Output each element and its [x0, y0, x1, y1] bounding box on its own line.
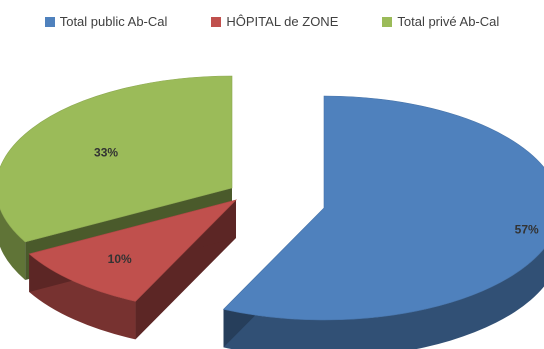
- slice-total-public-ab-cal: [222, 95, 544, 321]
- legend-item-hopital-de-zone: HÔPITAL de ZONE: [211, 14, 338, 29]
- slice-side-total-public-ab-cal: [223, 248, 544, 349]
- legend-swatch-hopital-de-zone: [211, 16, 222, 27]
- legend: Total public Ab-Cal HÔPITAL de ZONE Tota…: [0, 14, 544, 29]
- legend-item-total-prive: Total privé Ab-Cal: [382, 14, 499, 29]
- legend-item-total-public: Total public Ab-Cal: [44, 14, 168, 29]
- slice-h-pital-de-zone: [28, 199, 237, 302]
- data-label-h-pital-de-zone: 10%: [108, 252, 132, 266]
- data-label-total-public-ab-cal: 57%: [515, 223, 539, 237]
- legend-swatch-total-public: [44, 16, 55, 27]
- slice-side-total-priv-ab-cal: [0, 208, 26, 280]
- legend-label-total-public: Total public Ab-Cal: [59, 14, 168, 29]
- legend-label-hopital-de-zone: HÔPITAL de ZONE: [226, 14, 339, 29]
- data-label-total-priv-ab-cal: 33%: [94, 146, 118, 160]
- legend-swatch-total-prive: [382, 16, 393, 27]
- legend-label-total-prive: Total privé Ab-Cal: [397, 14, 500, 29]
- slice-total-priv-ab-cal: [0, 75, 233, 243]
